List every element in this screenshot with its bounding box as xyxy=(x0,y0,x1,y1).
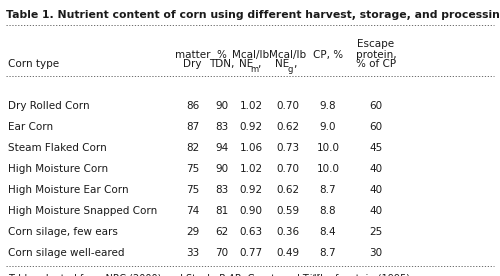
Text: Average composition: Average composition xyxy=(228,274,331,276)
Text: 70: 70 xyxy=(215,248,228,258)
Text: matter: matter xyxy=(175,50,210,60)
Text: Mcal/lb: Mcal/lb xyxy=(232,50,270,60)
Text: 8.7: 8.7 xyxy=(320,185,336,195)
Text: 30: 30 xyxy=(370,248,382,258)
Text: 40: 40 xyxy=(370,206,382,216)
Text: g: g xyxy=(287,65,292,75)
Text: NE: NE xyxy=(275,59,289,69)
Text: Ear Corn: Ear Corn xyxy=(8,122,53,132)
Text: 8.8: 8.8 xyxy=(320,206,336,216)
Text: 0.36: 0.36 xyxy=(276,227,299,237)
Text: 0.73: 0.73 xyxy=(276,143,299,153)
Text: 87: 87 xyxy=(186,122,199,132)
Text: 25: 25 xyxy=(370,227,382,237)
Text: Table adapted from NRC (2000) and Stock, R., R. Grant, and T. Klopfenstein (1995: Table adapted from NRC (2000) and Stock,… xyxy=(8,274,413,276)
Text: Mcal/lb: Mcal/lb xyxy=(269,50,306,60)
Text: Table 1. Nutrient content of corn using different harvest, storage, and processi: Table 1. Nutrient content of corn using … xyxy=(6,10,500,20)
Text: 0.49: 0.49 xyxy=(276,248,299,258)
Text: 0.70: 0.70 xyxy=(276,101,299,111)
Text: ,: , xyxy=(257,59,260,69)
Text: 9.0: 9.0 xyxy=(320,122,336,132)
Text: Corn silage, few ears: Corn silage, few ears xyxy=(8,227,118,237)
Text: 90: 90 xyxy=(215,101,228,111)
Text: Dry: Dry xyxy=(183,59,202,69)
Text: 82: 82 xyxy=(186,143,199,153)
Text: protein,: protein, xyxy=(356,50,397,60)
Text: 1.02: 1.02 xyxy=(240,164,262,174)
Text: High Moisture Snapped Corn: High Moisture Snapped Corn xyxy=(8,206,157,216)
Text: 81: 81 xyxy=(215,206,228,216)
Text: 60: 60 xyxy=(370,101,382,111)
Text: 0.92: 0.92 xyxy=(240,122,262,132)
Text: %: % xyxy=(216,50,226,60)
Text: 0.59: 0.59 xyxy=(276,206,299,216)
Text: 86: 86 xyxy=(186,101,199,111)
Text: 0.92: 0.92 xyxy=(240,185,262,195)
Text: High Moisture Ear Corn: High Moisture Ear Corn xyxy=(8,185,128,195)
Text: Corn silage well-eared: Corn silage well-eared xyxy=(8,248,124,258)
Text: 83: 83 xyxy=(215,185,228,195)
Text: 60: 60 xyxy=(370,122,382,132)
Text: 40: 40 xyxy=(370,185,382,195)
Text: 0.63: 0.63 xyxy=(240,227,262,237)
Text: Corn type: Corn type xyxy=(8,59,59,69)
Text: 10.0: 10.0 xyxy=(316,164,340,174)
Text: High Moisture Corn: High Moisture Corn xyxy=(8,164,108,174)
Text: % of CP: % of CP xyxy=(356,59,396,69)
Text: 10.0: 10.0 xyxy=(316,143,340,153)
Text: 75: 75 xyxy=(186,164,199,174)
Text: 74: 74 xyxy=(186,206,199,216)
Text: 1.06: 1.06 xyxy=(240,143,262,153)
Text: m: m xyxy=(250,65,258,75)
Text: 83: 83 xyxy=(215,122,228,132)
Text: 0.62: 0.62 xyxy=(276,185,299,195)
Text: 33: 33 xyxy=(186,248,199,258)
Text: TDN,: TDN, xyxy=(209,59,234,69)
Text: 0.62: 0.62 xyxy=(276,122,299,132)
Text: Dry Rolled Corn: Dry Rolled Corn xyxy=(8,101,89,111)
Text: 40: 40 xyxy=(370,164,382,174)
Text: NE: NE xyxy=(238,59,253,69)
Text: 0.77: 0.77 xyxy=(240,248,262,258)
Text: 62: 62 xyxy=(215,227,228,237)
Text: 94: 94 xyxy=(215,143,228,153)
Text: 45: 45 xyxy=(370,143,382,153)
Text: 90: 90 xyxy=(215,164,228,174)
Text: CP, %: CP, % xyxy=(313,50,343,60)
Text: 75: 75 xyxy=(186,185,199,195)
Text: 1.02: 1.02 xyxy=(240,101,262,111)
Text: 8.4: 8.4 xyxy=(320,227,336,237)
Text: 9.8: 9.8 xyxy=(320,101,336,111)
Text: Steam Flaked Corn: Steam Flaked Corn xyxy=(8,143,107,153)
Text: ,: , xyxy=(294,59,297,69)
Text: 29: 29 xyxy=(186,227,199,237)
Text: 0.70: 0.70 xyxy=(276,164,299,174)
Text: 8.7: 8.7 xyxy=(320,248,336,258)
Text: 0.90: 0.90 xyxy=(240,206,262,216)
Text: Escape: Escape xyxy=(358,39,395,49)
